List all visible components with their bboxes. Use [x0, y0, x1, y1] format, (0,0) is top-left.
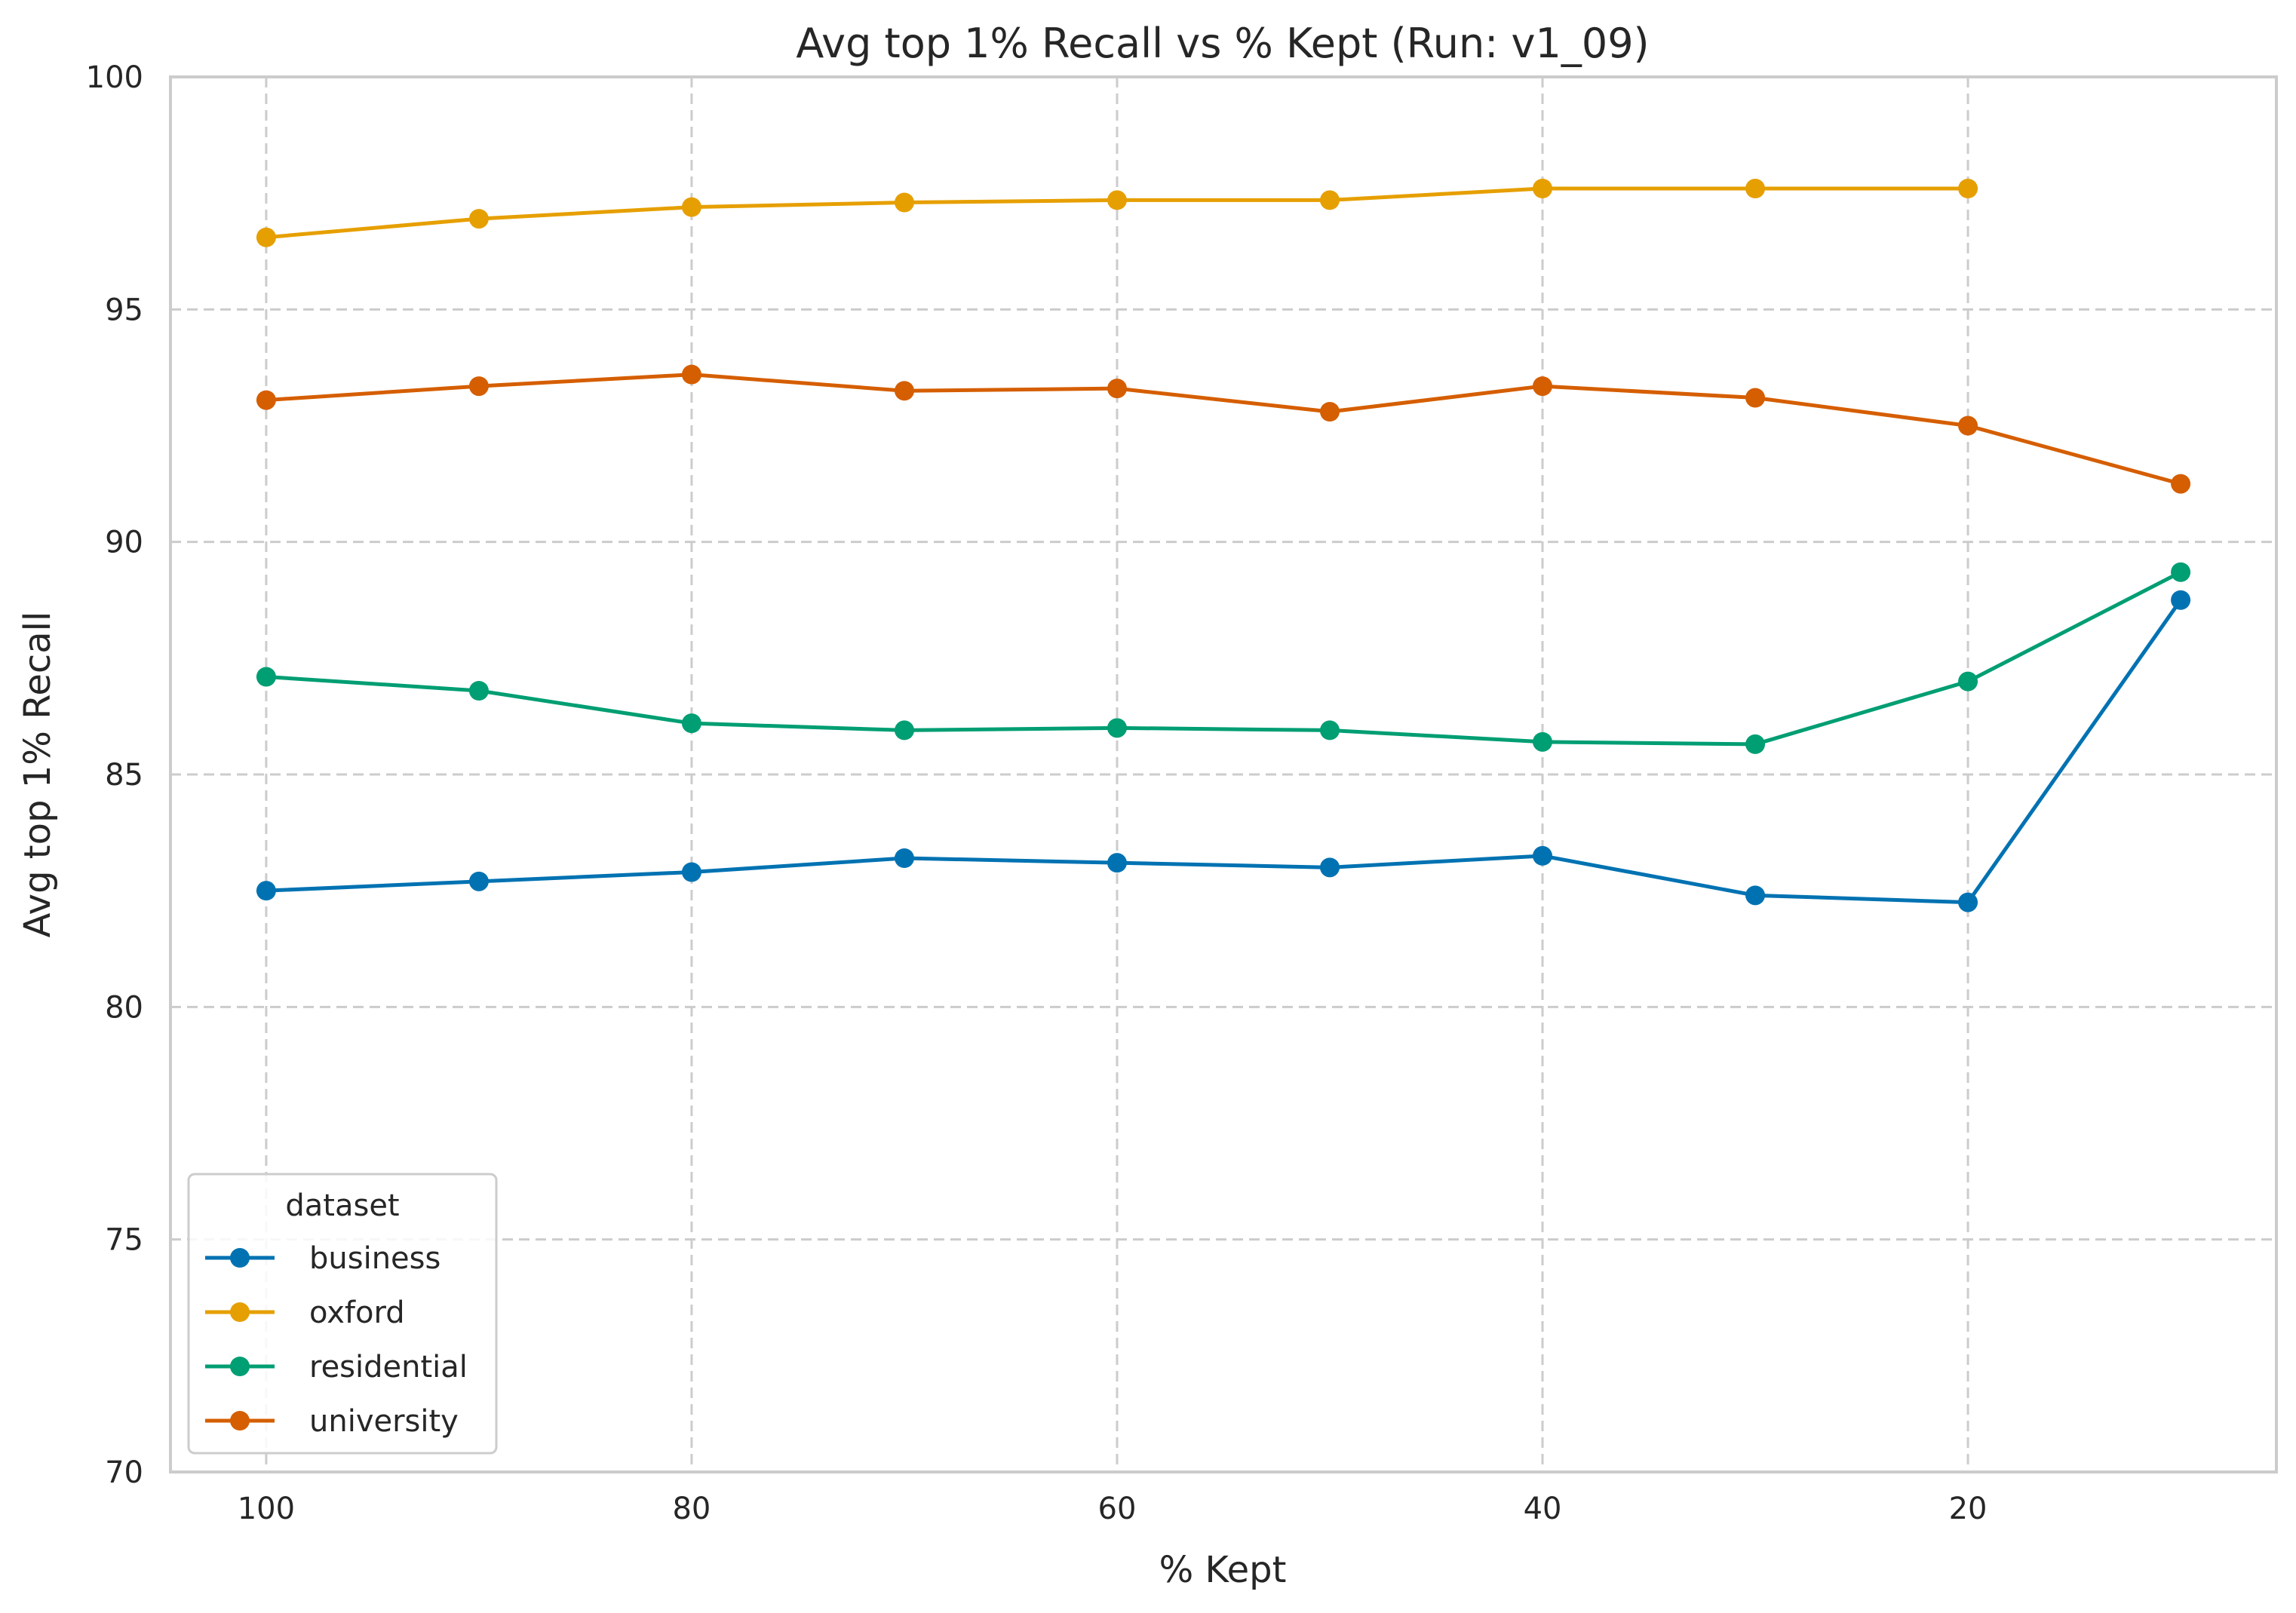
data-point-business: [256, 881, 276, 901]
x-axis-label: % Kept: [1159, 1549, 1287, 1591]
x-tick-label: 20: [1949, 1492, 1988, 1526]
legend-box: [187, 1173, 498, 1455]
legend: dataset business oxford residential univers…: [187, 1173, 498, 1455]
series-university: [256, 364, 2191, 494]
data-point-residential: [1533, 731, 1553, 752]
data-point-residential: [256, 667, 276, 687]
data-point-residential: [1958, 671, 1978, 692]
data-point-university: [1533, 376, 1553, 397]
data-point-university: [1958, 416, 1978, 436]
data-point-oxford: [1958, 179, 1978, 198]
legend-swatch-marker: [230, 1357, 250, 1376]
series-line-university: [266, 373, 2181, 486]
series-line-residential: [266, 570, 2182, 747]
data-point-oxford: [1533, 179, 1553, 198]
data-point-residential: [468, 681, 489, 701]
data-point-residential: [2171, 562, 2191, 582]
legend-entry-oxford: oxford: [205, 1296, 405, 1330]
data-point-university: [894, 381, 914, 401]
legend-entry-residential: residential: [205, 1350, 468, 1385]
data-point-university: [256, 390, 276, 410]
data-point-business: [2171, 590, 2191, 610]
plot-frame: [169, 75, 2278, 1473]
data-point-business: [1958, 892, 1978, 912]
legend-entry-business: business: [205, 1241, 440, 1276]
x-tick-label: 60: [1098, 1492, 1137, 1526]
y-tick-label: 85: [105, 758, 143, 793]
data-point-oxford: [1320, 190, 1340, 210]
data-point-university: [1320, 402, 1340, 422]
data-point-residential: [1107, 718, 1127, 738]
data-point-university: [1107, 379, 1127, 399]
data-point-oxford: [1107, 190, 1127, 210]
data-point-residential: [1745, 734, 1766, 754]
y-axis-label: Avg top 1% Recall: [17, 612, 59, 938]
data-point-business: [681, 862, 701, 882]
legend-label: university: [309, 1404, 459, 1439]
series-line-business: [266, 599, 2183, 905]
data-point-business: [1107, 853, 1127, 873]
legend-label: business: [309, 1241, 440, 1276]
data-point-residential: [681, 713, 701, 734]
data-point-university: [681, 364, 701, 385]
data-point-university: [1745, 388, 1766, 408]
legend-label: oxford: [309, 1296, 405, 1330]
y-tick-label: 80: [105, 990, 143, 1025]
data-point-oxford: [894, 192, 914, 213]
x-tick-label: 40: [1524, 1492, 1562, 1526]
grid-lines: [170, 77, 2276, 1472]
data-point-university: [468, 376, 489, 397]
data-point-oxford: [256, 227, 276, 247]
data-point-oxford: [681, 197, 701, 217]
data-point-residential: [1320, 720, 1340, 741]
legend-title: dataset: [285, 1188, 399, 1223]
y-tick-label: 95: [105, 293, 143, 327]
tick-labels: 100 80 60 40 20 70 75 80 85 90 95 100: [86, 60, 1988, 1526]
legend-swatch-marker: [230, 1411, 250, 1431]
legend-label: residential: [309, 1350, 468, 1385]
x-tick-label: 100: [238, 1492, 295, 1526]
data-point-residential: [894, 720, 914, 741]
data-point-business: [1533, 845, 1553, 866]
y-tick-label: 75: [105, 1223, 143, 1258]
data-point-university: [2171, 474, 2191, 494]
data-point-oxford: [468, 209, 489, 229]
y-tick-label: 90: [105, 526, 143, 560]
y-tick-label: 70: [105, 1455, 143, 1490]
data-point-oxford: [1745, 179, 1766, 198]
chart-title: Avg top 1% Recall vs % Kept (Run: v1_09): [796, 20, 1649, 67]
y-tick-label: 100: [86, 60, 143, 95]
legend-swatch-marker: [230, 1248, 250, 1268]
legend-swatch-marker: [230, 1302, 250, 1322]
data-point-business: [468, 871, 489, 891]
series-residential: [256, 562, 2191, 754]
series-oxford: [256, 179, 1978, 247]
data-point-business: [1745, 885, 1766, 906]
x-tick-label: 80: [672, 1492, 711, 1526]
legend-entry-university: university: [205, 1404, 459, 1439]
series-business: [256, 590, 2191, 912]
data-point-business: [1320, 857, 1340, 878]
data-point-business: [894, 848, 914, 868]
series-layer: [256, 179, 2191, 912]
